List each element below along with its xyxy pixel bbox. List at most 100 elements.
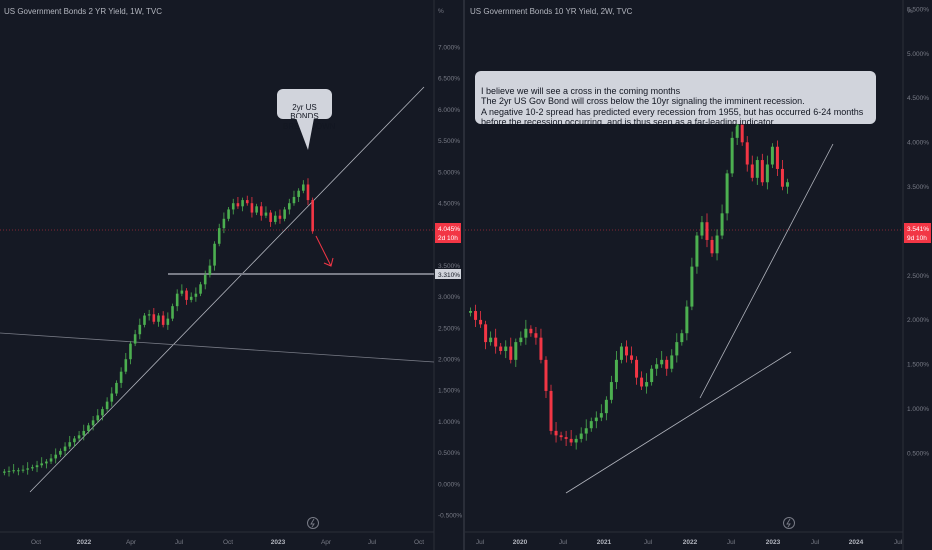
candle-body[interactable] — [489, 337, 493, 343]
candle-body[interactable] — [725, 173, 729, 214]
candle-body[interactable] — [3, 471, 6, 473]
candle-body[interactable] — [180, 290, 184, 294]
candle-body[interactable] — [549, 390, 553, 431]
candle-body[interactable] — [217, 228, 221, 244]
candle-body[interactable] — [780, 168, 784, 187]
candle-body[interactable] — [194, 293, 198, 297]
left-chart-pane[interactable]: US Government Bonds 2 YR Yield, 1W, TVC … — [0, 0, 462, 550]
candle-body[interactable] — [278, 215, 282, 219]
right-candles[interactable] — [469, 115, 789, 450]
candle-body[interactable] — [68, 442, 72, 447]
candle-body[interactable] — [655, 364, 659, 369]
candle-body[interactable] — [504, 346, 508, 351]
candle-body[interactable] — [469, 311, 473, 313]
candle-body[interactable] — [245, 200, 249, 204]
breakdown-callout[interactable]: 2yr US BONDS BREAKDOWN — [277, 89, 335, 131]
candle-body[interactable] — [499, 346, 503, 351]
right-replay-icon[interactable] — [783, 517, 795, 529]
candle-body[interactable] — [73, 438, 76, 443]
candle-body[interactable] — [255, 206, 258, 213]
candle-body[interactable] — [705, 222, 709, 240]
candle-body[interactable] — [785, 182, 789, 187]
candle-body[interactable] — [208, 265, 212, 275]
candle-body[interactable] — [264, 212, 268, 216]
candle-body[interactable] — [82, 430, 86, 436]
candle-body[interactable] — [775, 146, 779, 169]
candle-body[interactable] — [675, 342, 679, 356]
candle-body[interactable] — [635, 359, 639, 378]
candle-body[interactable] — [119, 371, 123, 383]
candle-body[interactable] — [494, 337, 498, 347]
candle-body[interactable] — [306, 184, 310, 201]
candle-body[interactable] — [745, 142, 749, 165]
candle-body[interactable] — [630, 355, 634, 360]
candle-body[interactable] — [236, 203, 240, 207]
candle-body[interactable] — [199, 284, 202, 294]
candle-body[interactable] — [63, 446, 67, 451]
candle-body[interactable] — [129, 343, 132, 360]
candle-body[interactable] — [599, 413, 603, 418]
candle-body[interactable] — [589, 421, 593, 429]
candle-body[interactable] — [640, 377, 644, 387]
candle-body[interactable] — [720, 213, 724, 236]
candle-body[interactable] — [222, 218, 226, 229]
candle-body[interactable] — [250, 203, 254, 213]
left-trendline[interactable] — [29, 86, 425, 493]
candle-body[interactable] — [124, 359, 128, 372]
candle-body[interactable] — [115, 382, 118, 394]
candle-body[interactable] — [138, 324, 142, 335]
candle-body[interactable] — [650, 368, 654, 383]
candle-body[interactable] — [288, 203, 291, 210]
breakdown-arrow[interactable] — [315, 235, 334, 267]
candle-body[interactable] — [269, 212, 272, 222]
candle-body[interactable] — [31, 467, 34, 469]
right-chart-pane[interactable]: US Government Bonds 10 YR Yield, 2W, TVC… — [465, 0, 931, 550]
candle-body[interactable] — [231, 203, 235, 210]
candle-body[interactable] — [524, 328, 528, 338]
candle-body[interactable] — [302, 184, 305, 191]
candle-body[interactable] — [534, 333, 538, 338]
candle-body[interactable] — [35, 465, 39, 468]
left-long-horizontal-line[interactable] — [0, 332, 435, 363]
candle-body[interactable] — [213, 243, 216, 266]
candle-body[interactable] — [185, 290, 188, 300]
candle-body[interactable] — [514, 342, 518, 360]
candle-body[interactable] — [584, 428, 588, 434]
candle-body[interactable] — [175, 293, 179, 307]
candle-body[interactable] — [101, 409, 104, 416]
candle-body[interactable] — [17, 470, 20, 472]
candle-body[interactable] — [59, 450, 62, 455]
candle-body[interactable] — [241, 200, 244, 207]
candle-body[interactable] — [7, 470, 11, 472]
candle-body[interactable] — [283, 209, 286, 219]
recession-note-callout[interactable]: I believe we will see a cross in the com… — [475, 71, 876, 127]
candle-body[interactable] — [45, 461, 48, 464]
candle-body[interactable] — [529, 328, 533, 334]
candle-body[interactable] — [609, 382, 613, 400]
left-time-axis[interactable]: Oct 2022 Apr Jul Oct 2023 Apr Jul Oct — [31, 539, 424, 546]
candle-body[interactable] — [730, 137, 734, 174]
candle-body[interactable] — [554, 430, 558, 436]
candle-body[interactable] — [77, 435, 81, 439]
candle-body[interactable] — [54, 454, 58, 459]
candle-body[interactable] — [594, 417, 598, 422]
right-time-axis[interactable]: Jul 2020 Jul 2021 Jul 2022 Jul 2023 Jul 2024 Jul — [476, 539, 903, 546]
candle-body[interactable] — [539, 337, 543, 360]
left-price-axis[interactable]: 7.000%6.500%6.000%5.500%5.000%4.500%4.00… — [438, 45, 462, 520]
candle-body[interactable] — [49, 458, 53, 462]
lightning-icon[interactable] — [307, 517, 319, 529]
candle-body[interactable] — [765, 164, 769, 183]
candle-body[interactable] — [755, 160, 759, 178]
candle-body[interactable] — [259, 206, 263, 216]
candle-body[interactable] — [700, 222, 704, 236]
right-lower-trendline[interactable] — [565, 351, 792, 494]
candle-body[interactable] — [685, 306, 689, 334]
pane-divider[interactable] — [463, 0, 465, 550]
candle-body[interactable] — [665, 359, 669, 369]
candle-body[interactable] — [544, 359, 548, 391]
candle-body[interactable] — [152, 314, 156, 322]
candle-body[interactable] — [740, 124, 744, 143]
candle-body[interactable] — [574, 438, 578, 443]
right-upper-trendline[interactable] — [699, 143, 834, 399]
